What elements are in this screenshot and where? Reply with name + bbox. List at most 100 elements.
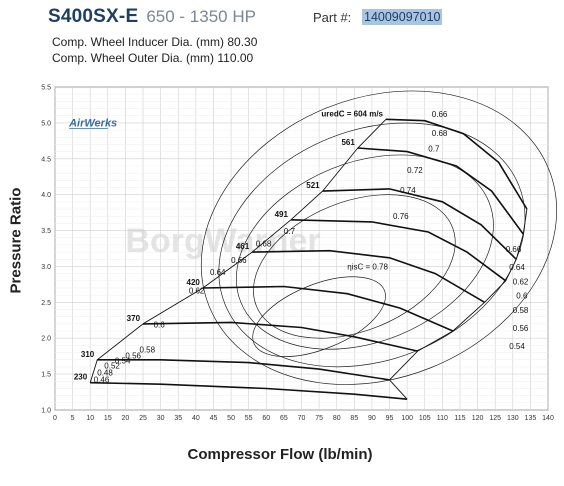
watermark: BorgWarner	[125, 222, 320, 260]
y-tick-label: 5.0	[41, 120, 51, 127]
x-tick-label: 40	[192, 415, 200, 422]
eff-label: 0.54	[115, 356, 131, 365]
model-name: S400SX-E	[48, 6, 139, 27]
x-tick-label: 115	[454, 415, 465, 422]
x-tick-label: 65	[280, 415, 288, 422]
x-tick-label: 70	[298, 415, 306, 422]
x-tick-label: 10	[86, 415, 94, 422]
x-tick-label: 125	[489, 415, 501, 422]
eff-label: 0.62	[189, 287, 205, 296]
surge-line	[89, 118, 387, 383]
y-tick-label: 5.5	[41, 85, 51, 92]
speed-label: 230	[74, 373, 88, 382]
x-tick-label: 55	[245, 415, 253, 422]
chart-grid	[54, 86, 549, 411]
x-tick-label: 80	[333, 415, 341, 422]
x-tick-label: 30	[157, 415, 165, 422]
speed-line	[202, 285, 454, 332]
eff-label: 0.7	[284, 227, 296, 236]
x-tick-label: 20	[122, 415, 130, 422]
eff-label: 0.48	[97, 369, 113, 378]
eff-label: 0.62	[513, 277, 529, 286]
y-tick-label: 1.0	[41, 408, 51, 415]
eff-label: 0.64	[509, 263, 525, 272]
x-tick-label: 85	[350, 415, 358, 422]
eff-label: 0.6	[154, 320, 166, 329]
choke-line	[388, 208, 528, 400]
x-tick-label: 90	[368, 415, 376, 422]
compressor-map-chart: BorgWarner AirWerks 0 5 10 15 20 25 30 35 40 45 50…	[41, 85, 558, 422]
speed-line	[357, 147, 524, 235]
eff-label: 0.56	[125, 351, 141, 360]
x-tick-label: 15	[104, 415, 112, 422]
spec-inducer: Comp. Wheel Inducer Dia. (mm) 80.30	[52, 35, 258, 49]
eff-label: 0.54	[509, 342, 525, 351]
x-tick-label: 120	[472, 415, 484, 422]
x-tick-label: 95	[386, 415, 394, 422]
efficiency-island	[218, 122, 526, 368]
airwerks-logo-text: AirWerks	[68, 117, 117, 129]
eff-label: 0.58	[513, 306, 529, 315]
x-tick-label: 50	[227, 415, 235, 422]
speed-line	[322, 188, 517, 260]
spec-outer: Comp. Wheel Outer Dia. (mm) 110.00	[52, 51, 254, 65]
x-tick-label: 110	[437, 415, 448, 422]
eff-label: 0.66	[231, 256, 247, 265]
speed-label: 420	[187, 278, 201, 287]
eff-label: 0.52	[104, 361, 120, 370]
eff-label: 0.68	[432, 129, 448, 138]
center-eff-label: ηisC = 0.78	[347, 262, 388, 271]
speed-line	[385, 118, 528, 210]
efficiency-island	[253, 194, 456, 339]
speed-lines	[90, 118, 528, 400]
part-number[interactable]: 14009097010	[362, 9, 443, 25]
speed-label: 370	[127, 314, 141, 323]
efficiency-island	[200, 90, 558, 385]
x-tick-label: 5	[71, 415, 75, 422]
x-tick-label: 60	[262, 415, 270, 422]
map-labels: 230 310 370 420 461 491 521 561 uredC = 604 m/s 0…	[74, 109, 529, 384]
speed-line	[290, 219, 507, 282]
eff-label: 0.58	[140, 346, 156, 355]
x-tick-label: 35	[174, 415, 182, 422]
efficiency-island	[252, 276, 386, 357]
speed-label: 521	[306, 181, 320, 190]
eff-label: 0.74	[400, 186, 416, 195]
speed-label: 310	[81, 350, 95, 359]
eff-label: 0.66	[506, 245, 522, 254]
x-tick-label: 25	[139, 415, 147, 422]
speed-line	[97, 359, 390, 381]
efficiency-islands	[200, 90, 558, 385]
eff-label: 0.76	[393, 212, 409, 221]
speed-line	[142, 321, 418, 352]
x-tick-label: 100	[401, 415, 413, 422]
speed-label: uredC = 604 m/s	[321, 109, 383, 118]
y-tick-label: 2.5	[41, 300, 51, 307]
y-tick-label: 3.5	[41, 228, 51, 235]
eff-label: 0.46	[94, 376, 110, 385]
speed-label: 461	[236, 242, 250, 251]
speed-label: 491	[275, 210, 289, 219]
x-tick-label: 75	[315, 415, 323, 422]
eff-label: 0.56	[513, 324, 529, 333]
airwerks-logo: AirWerks	[68, 117, 117, 129]
eff-label: 0.72	[407, 166, 423, 175]
x-tick-label: 135	[525, 415, 537, 422]
header: S400SX-E 650 - 1350 HP	[48, 6, 256, 30]
speed-line	[90, 381, 408, 400]
x-tick-label: 0	[53, 415, 57, 422]
y-tick-label: 4.0	[41, 192, 51, 199]
hp-range: 650 - 1350 HP	[146, 7, 256, 26]
speed-line	[252, 249, 486, 303]
map-boundaries	[89, 118, 528, 400]
y-tick-label: 1.5	[41, 372, 51, 379]
speed-label: 561	[341, 138, 355, 147]
x-tick-label: 140	[542, 415, 554, 422]
part-label: Part #:	[313, 10, 352, 25]
y-tick-label: 3.0	[41, 264, 51, 271]
y-tick-label: 2.0	[41, 336, 51, 343]
eff-label: 0.68	[256, 239, 272, 248]
y-tick-label: 4.5	[41, 156, 51, 163]
x-axis-label: Compressor Flow (lb/min)	[187, 446, 373, 463]
eff-label: 0.64	[210, 268, 226, 277]
